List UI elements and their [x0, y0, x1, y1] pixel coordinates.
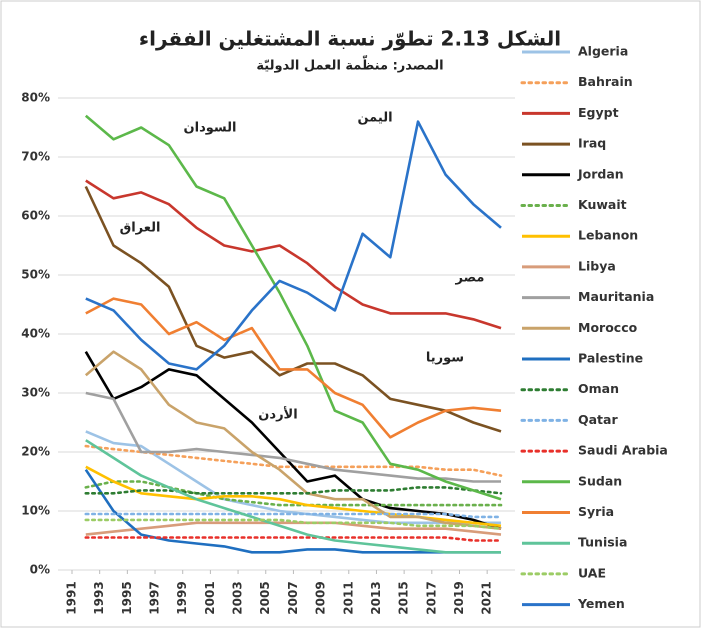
legend-label: Mauritania: [578, 289, 654, 304]
legend-label: Jordan: [577, 166, 624, 181]
legend-label: Qatar: [578, 412, 618, 427]
series-line: [84, 114, 502, 501]
annotation: مصر: [455, 271, 485, 286]
series-line: [85, 391, 501, 483]
annotation: سوريا: [426, 351, 464, 366]
x-tick-label: 1993: [92, 581, 106, 614]
y-tick-label: 0%: [30, 563, 50, 577]
legend-label: Iraq: [578, 136, 606, 151]
series-line: [84, 480, 503, 507]
legend-label: UAE: [578, 565, 606, 580]
x-tick-label: 2003: [231, 581, 245, 614]
series-line: [85, 439, 501, 554]
annotation: الأردن: [258, 406, 297, 423]
x-tick-label: 1997: [148, 581, 162, 614]
legend-label: Oman: [578, 381, 619, 396]
legend-label: Libya: [578, 258, 616, 273]
y-tick-label: 10%: [21, 504, 50, 518]
series-line: [85, 179, 502, 330]
y-tick-label: 80%: [21, 91, 50, 105]
y-tick-label: 70%: [21, 150, 50, 164]
series-line: [84, 518, 503, 530]
series-line: [84, 486, 503, 495]
x-tick-label: 2019: [452, 581, 466, 614]
series-line: [84, 536, 503, 542]
x-tick-label: 1995: [120, 581, 134, 614]
x-tick-label: 2011: [341, 581, 355, 614]
legend-label: Egypt: [578, 105, 619, 120]
x-tick-label: 2001: [203, 581, 217, 614]
legend-label: Morocco: [578, 320, 638, 335]
series-line: [84, 512, 503, 519]
series-line: [85, 465, 502, 528]
legend-label: Lebanon: [578, 228, 638, 243]
y-tick-label: 50%: [21, 268, 50, 282]
chart-subtitle: المصدر: منظّمة العمل الدوليّة: [256, 55, 443, 74]
annotation: السودان: [184, 121, 237, 136]
y-tick-label: 40%: [21, 327, 50, 341]
series-line: [85, 297, 502, 439]
x-tick-label: 2007: [286, 581, 300, 614]
series-line: [85, 521, 502, 536]
x-tick-label: 2009: [314, 581, 328, 614]
series-line: [84, 351, 502, 530]
legend-label: Sudan: [578, 473, 622, 488]
legend-label: Bahrain: [578, 74, 633, 89]
x-tick-label: 2005: [258, 581, 272, 614]
y-tick-label: 20%: [21, 445, 50, 459]
legend-label: Saudi Arabia: [578, 443, 668, 458]
legend-label: Kuwait: [578, 197, 627, 212]
legend-label: Tunisia: [578, 535, 627, 550]
annotation: اليمن: [357, 111, 392, 126]
x-tick-label: 2015: [397, 581, 411, 614]
x-tick-label: 1991: [65, 581, 79, 614]
series-line: [84, 468, 501, 554]
y-tick-label: 30%: [21, 386, 50, 400]
legend-label: Syria: [578, 504, 614, 519]
legend-label: Palestine: [578, 351, 643, 366]
legend-label: Yemen: [577, 596, 625, 611]
y-tick-label: 60%: [21, 209, 50, 223]
series-line: [85, 430, 501, 525]
chart-title: الشكل 2.13 تطوّر نسبة المشتغلين الفقراء: [139, 27, 561, 51]
series-line: [84, 350, 502, 530]
x-tick-label: 2013: [369, 581, 383, 614]
legend-label: Algeria: [578, 44, 628, 59]
series-line: [85, 120, 502, 371]
x-tick-label: 1999: [175, 581, 189, 614]
x-tick-label: 2017: [424, 581, 438, 614]
annotation: العراق: [120, 221, 161, 236]
x-tick-label: 2021: [480, 581, 494, 614]
